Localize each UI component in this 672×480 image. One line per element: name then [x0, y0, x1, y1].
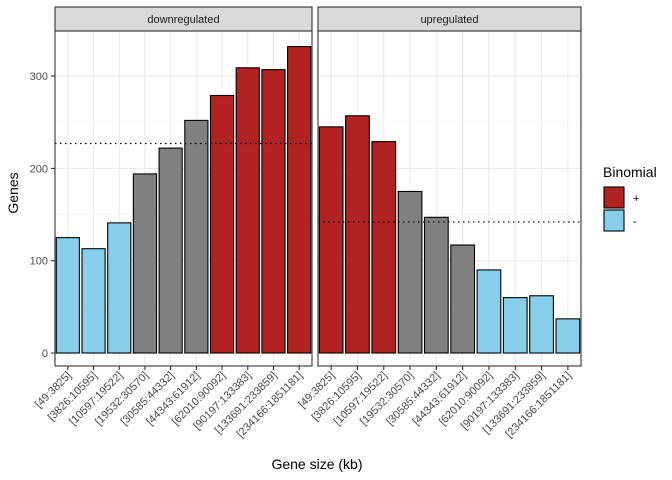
bar-upregulated-6	[476, 269, 502, 354]
bar-upregulated-0	[318, 126, 344, 354]
facet-panel-upregulated: upregulated	[317, 6, 582, 367]
bar-downregulated-5	[184, 119, 209, 354]
bar-upregulated-7	[502, 297, 528, 354]
bar-upregulated-4	[423, 216, 449, 354]
legend-title: Binomial	[603, 164, 657, 180]
bar-downregulated-3	[132, 173, 158, 354]
facet-strip-label: upregulated	[420, 14, 478, 26]
facet-strip	[317, 6, 582, 32]
y-axis: 0 100 200 300	[30, 71, 55, 360]
y-tick-label: 300	[30, 71, 48, 83]
facet-panels: downregulated upregulated	[54, 6, 582, 367]
y-tick-label: 100	[30, 256, 48, 268]
bar-downregulated-4	[158, 147, 183, 354]
y-tick-label: 200	[30, 163, 48, 175]
bar-downregulated-1	[81, 248, 106, 354]
bar-upregulated-9	[555, 318, 581, 354]
facet-strip-label: downregulated	[147, 14, 219, 26]
y-axis-title: Genes	[5, 172, 21, 213]
legend-label: -	[633, 216, 637, 228]
bar-downregulated-6	[209, 94, 235, 354]
bar-upregulated-3	[397, 190, 423, 354]
bar-downregulated-2	[107, 222, 132, 354]
bar-upregulated-5	[450, 244, 476, 354]
legend-key-plus	[603, 186, 625, 209]
bar-downregulated-8	[261, 69, 286, 354]
bar-downregulated-9	[287, 46, 312, 354]
bar-upregulated-2	[371, 141, 397, 354]
bar-downregulated-0	[55, 237, 80, 354]
legend-key-minus	[603, 209, 625, 232]
facet-panel-downregulated: downregulated	[54, 6, 313, 367]
x-axis-title: Gene size (kb)	[271, 456, 362, 472]
facet-strip	[54, 6, 313, 32]
y-tick-label: 0	[42, 348, 48, 360]
bar-downregulated-7	[235, 67, 260, 354]
legend: Binomial + -	[603, 164, 657, 232]
bar-upregulated-1	[345, 115, 370, 354]
legend-label: +	[633, 193, 639, 205]
bar-upregulated-8	[529, 295, 554, 354]
x-axis: [49:3825][3826:10595][10597:19522][19532…	[33, 366, 574, 440]
